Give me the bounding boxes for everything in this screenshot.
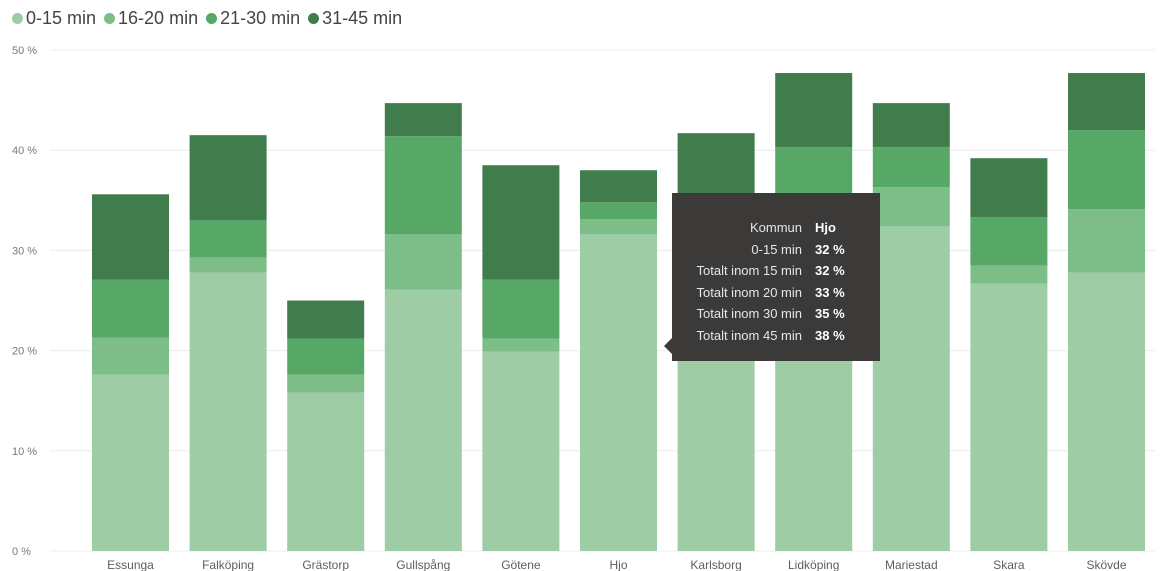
bar-segment-mariestad-21-30min[interactable]: [872, 147, 950, 188]
bar-segment-grästorp-0-15min[interactable]: [287, 392, 365, 551]
y-tick-label: 0 %: [12, 546, 31, 558]
bar-segment-hjo-21-30min[interactable]: [580, 202, 657, 220]
tooltip-label: Totalt inom 30 min: [696, 306, 803, 321]
bar-segment-mariestad-31-45min[interactable]: [872, 103, 950, 148]
legend-label-0-15: 0-15 min: [26, 8, 97, 28]
bar-segment-hjo-31-45min[interactable]: [580, 170, 657, 203]
x-tick-label: Skövde: [1086, 558, 1126, 571]
bar-segment-hjo-16-20min[interactable]: [580, 219, 657, 235]
x-tick-label: Skara: [993, 558, 1025, 571]
x-tick-label: Karlsborg: [690, 558, 741, 571]
tooltip-value: 38 %: [815, 327, 845, 343]
y-tick-label: 40 %: [12, 145, 37, 157]
tooltip-value: 33 %: [815, 284, 845, 300]
bar-segment-lidköping-31-45min[interactable]: [775, 73, 853, 148]
bar-segment-gullspång-0-15min[interactable]: [384, 289, 462, 551]
y-tick-label: 50 %: [12, 45, 37, 57]
legend-marker-0-15: [12, 13, 23, 24]
bar-segment-karlsborg-0-15min[interactable]: [677, 358, 755, 551]
bar-segment-skara-21-30min[interactable]: [970, 217, 1048, 266]
bar-segment-hjo-0-15min[interactable]: [580, 234, 657, 552]
legend-item-0-15[interactable]: 0-15 min: [12, 8, 96, 29]
bar-segment-lidköping-0-15min[interactable]: [775, 358, 853, 551]
y-tick-label: 20 %: [12, 346, 37, 358]
tooltip-value: Hjo: [815, 220, 836, 235]
y-tick-label: 30 %: [12, 245, 37, 257]
x-tick-label: Grästorp: [302, 558, 349, 571]
x-tick-label: Essunga: [107, 558, 154, 571]
legend-item-16-20[interactable]: 16-20 min: [104, 8, 198, 29]
legend-label-16-20: 16-20 min: [118, 8, 199, 28]
bar-segment-götene-16-20min[interactable]: [482, 338, 560, 352]
legend-marker-31-45: [308, 13, 320, 24]
tooltip-label: Kommun: [749, 220, 802, 235]
x-tick-label: Mariestad: [885, 558, 938, 571]
tooltip-label: Totalt inom 15 min: [696, 263, 803, 278]
y-tick-label: 10 %: [12, 446, 37, 458]
bar-segment-falköping-21-30min[interactable]: [189, 220, 267, 258]
tooltip-label: Totalt inom 20 min: [696, 284, 803, 300]
tooltip-label: Totalt inom 45 min: [696, 327, 803, 343]
tooltip-label: 0-15 min: [751, 241, 802, 257]
bar-segment-mariestad-16-20min[interactable]: [872, 187, 950, 227]
bar-segment-skara-0-15min[interactable]: [970, 283, 1048, 551]
bar-segment-skövde-31-45min[interactable]: [1068, 73, 1145, 131]
bar-segment-essunga-0-15min[interactable]: [92, 374, 169, 551]
tooltip-row-kommun: Kommun Hjo: [672, 217, 880, 239]
tooltip-row-20: Totalt inom 20 min 33 %: [672, 282, 880, 304]
bar-segment-götene-31-45min[interactable]: [482, 165, 560, 280]
bar-segment-falköping-16-20min[interactable]: [189, 257, 267, 273]
legend-label-21-30: 21-30 min: [220, 8, 301, 28]
bar-segment-götene-0-15min[interactable]: [482, 351, 560, 551]
legend-item-31-45[interactable]: 31-45 min: [308, 8, 402, 29]
bar-segment-grästorp-21-30min[interactable]: [287, 338, 365, 375]
x-tick-label: Gullspång: [396, 558, 450, 571]
tooltip-row-0-15: 0-15 min 32 %: [672, 239, 880, 261]
tooltip-value: 32 %: [815, 263, 845, 278]
bar-segment-skara-31-45min[interactable]: [970, 158, 1048, 218]
bar-segment-falköping-31-45min[interactable]: [189, 135, 267, 221]
legend-label-31-45: 31-45 min: [322, 8, 403, 28]
legend-marker-21-30: [206, 13, 218, 24]
bar-segment-gullspång-21-30min[interactable]: [384, 136, 462, 235]
bar-segment-skövde-0-15min[interactable]: [1068, 272, 1145, 551]
x-tick-label: Götene: [501, 558, 541, 571]
bar-segment-skara-16-20min[interactable]: [970, 265, 1048, 284]
bar-segment-grästorp-16-20min[interactable]: [287, 374, 365, 393]
bar-segment-gullspång-31-45min[interactable]: [384, 103, 462, 137]
bar-segment-götene-21-30min[interactable]: [482, 279, 560, 339]
x-tick-label: Hjo: [609, 558, 627, 571]
tooltip-row-30: Totalt inom 30 min 35 %: [672, 303, 880, 325]
legend-marker-16-20: [104, 13, 116, 24]
bar-segment-essunga-21-30min[interactable]: [92, 279, 169, 338]
hover-tooltip: Kommun Hjo 0-15 min 32 % Totalt inom 15 …: [664, 193, 880, 361]
bar-segment-skövde-16-20min[interactable]: [1068, 209, 1145, 273]
bar-segment-falköping-0-15min[interactable]: [189, 272, 267, 551]
x-tick-label: Falköping: [202, 558, 254, 571]
bar-segment-grästorp-31-45min[interactable]: [287, 300, 365, 339]
bar-segment-essunga-31-45min[interactable]: [92, 194, 169, 280]
bar-segment-essunga-16-20min[interactable]: [92, 337, 169, 375]
chart-legend: 0-15 min 16-20 min 21-30 min 31-45 min: [12, 8, 402, 29]
x-tick-label: Lidköping: [788, 558, 839, 571]
bar-segment-skövde-21-30min[interactable]: [1068, 130, 1145, 210]
tooltip-row-45: Totalt inom 45 min 38 %: [672, 325, 880, 347]
bar-segment-gullspång-16-20min[interactable]: [384, 234, 462, 290]
bar-segment-mariestad-0-15min[interactable]: [872, 226, 950, 552]
tooltip-value: 35 %: [815, 306, 845, 321]
legend-item-21-30[interactable]: 21-30 min: [206, 8, 300, 29]
tooltip-value: 32 %: [815, 241, 845, 257]
tooltip-row-15: Totalt inom 15 min 32 %: [672, 260, 880, 282]
